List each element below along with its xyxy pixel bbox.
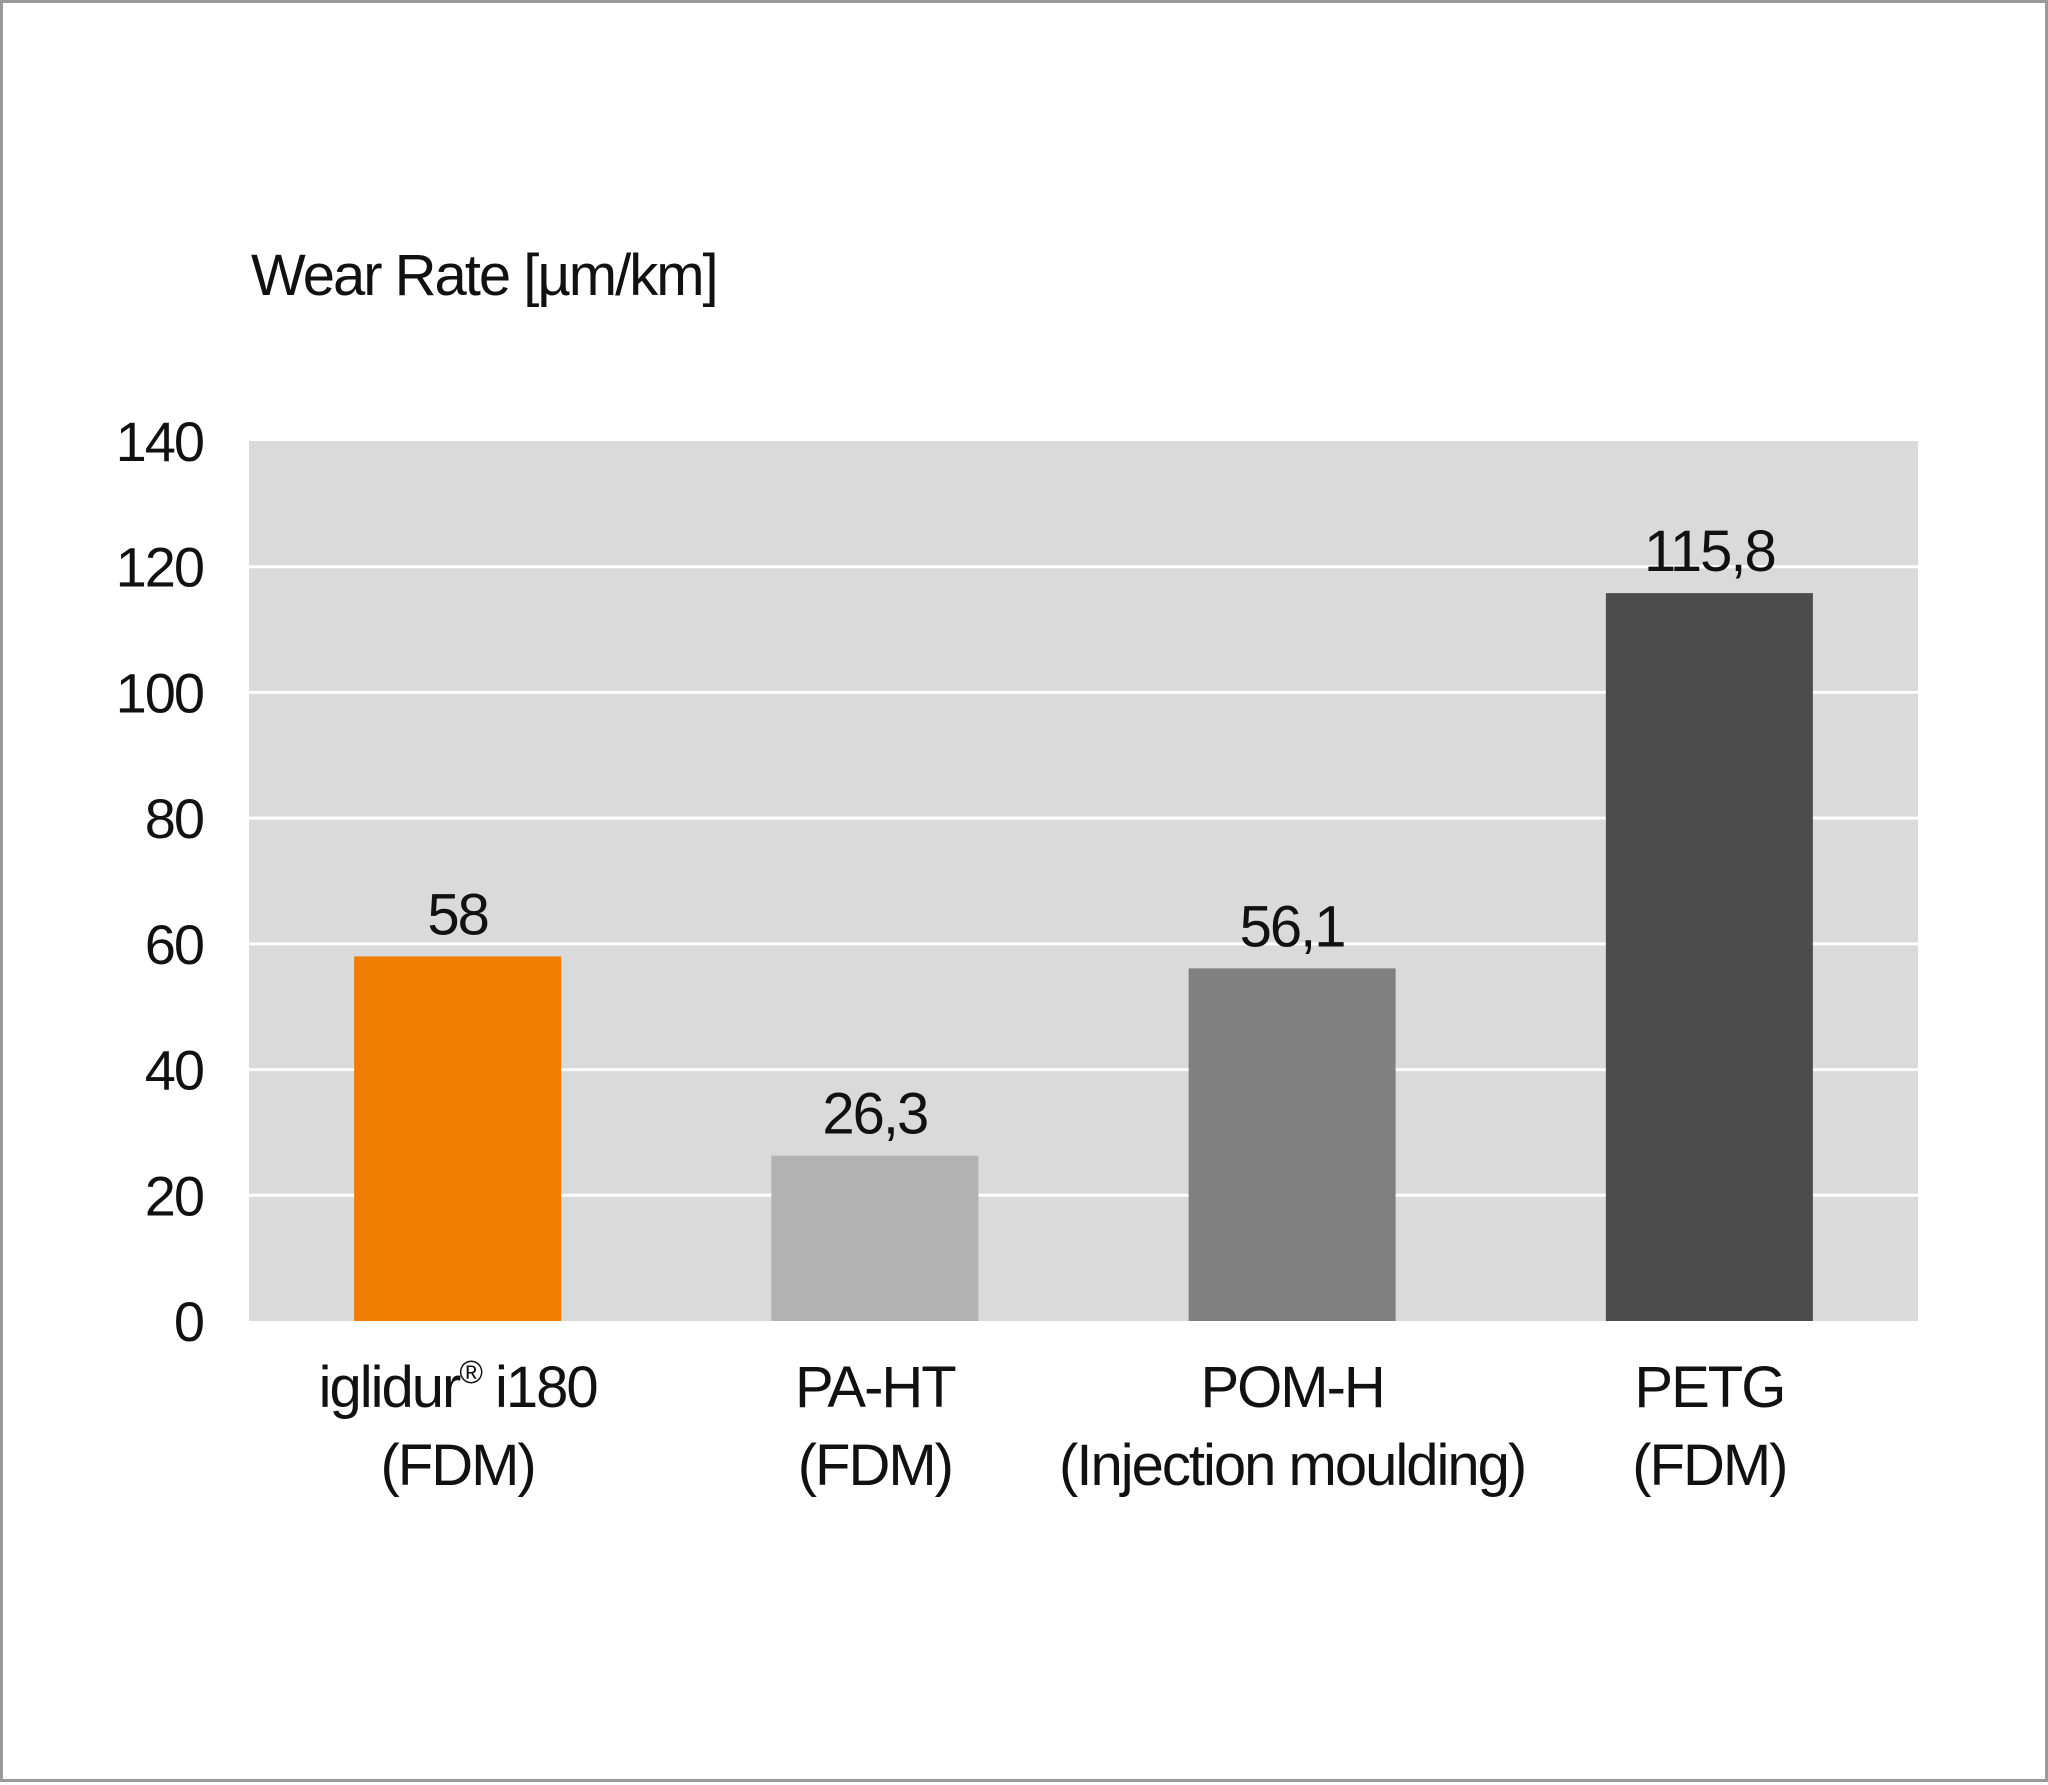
category-label-line1: POM-H [1200, 1355, 1383, 1420]
y-tick-label: 0 [174, 1290, 203, 1353]
bar [1188, 968, 1396, 1321]
y-tick-label: 120 [116, 536, 203, 599]
category-label-line2: (FDM) [1632, 1433, 1786, 1498]
y-axis-ticks: 0 20 40 60 80 100 120 140 [116, 410, 205, 1353]
y-tick-label: 40 [145, 1039, 203, 1102]
bar [1605, 593, 1813, 1321]
y-tick-label: 60 [145, 913, 203, 976]
data-labels: 58 26,3 56,1 115,8 [427, 519, 1776, 1147]
bar [354, 956, 562, 1321]
y-tick-label: 100 [116, 661, 203, 724]
category-label-line1: PA-HT [795, 1355, 956, 1420]
category-label-line1: PETG [1634, 1355, 1784, 1420]
data-label: 26,3 [822, 1082, 927, 1147]
category-label-line2: (FDM) [798, 1433, 952, 1498]
y-tick-label: 140 [116, 410, 203, 473]
bar [771, 1155, 979, 1321]
category-label-line1: iglidur® i180 [319, 1354, 597, 1420]
data-label: 115,8 [1644, 519, 1775, 584]
y-tick-label: 80 [145, 787, 203, 850]
category-label-line2: (Injection moulding) [1059, 1433, 1525, 1498]
data-label: 58 [427, 882, 488, 947]
bars [354, 593, 1813, 1321]
y-axis-title: Wear Rate [µm/km] [251, 243, 717, 308]
bar-chart: Wear Rate [µm/km] 0 20 40 60 80 100 120 140 58 2… [116, 243, 1918, 1498]
y-tick-label: 20 [145, 1164, 203, 1227]
data-label: 56,1 [1240, 894, 1345, 959]
category-label-line2: (FDM) [380, 1433, 534, 1498]
category-labels: iglidur® i180 (FDM) PA-HT (FDM) POM-H (Inject… [319, 1354, 1789, 1498]
